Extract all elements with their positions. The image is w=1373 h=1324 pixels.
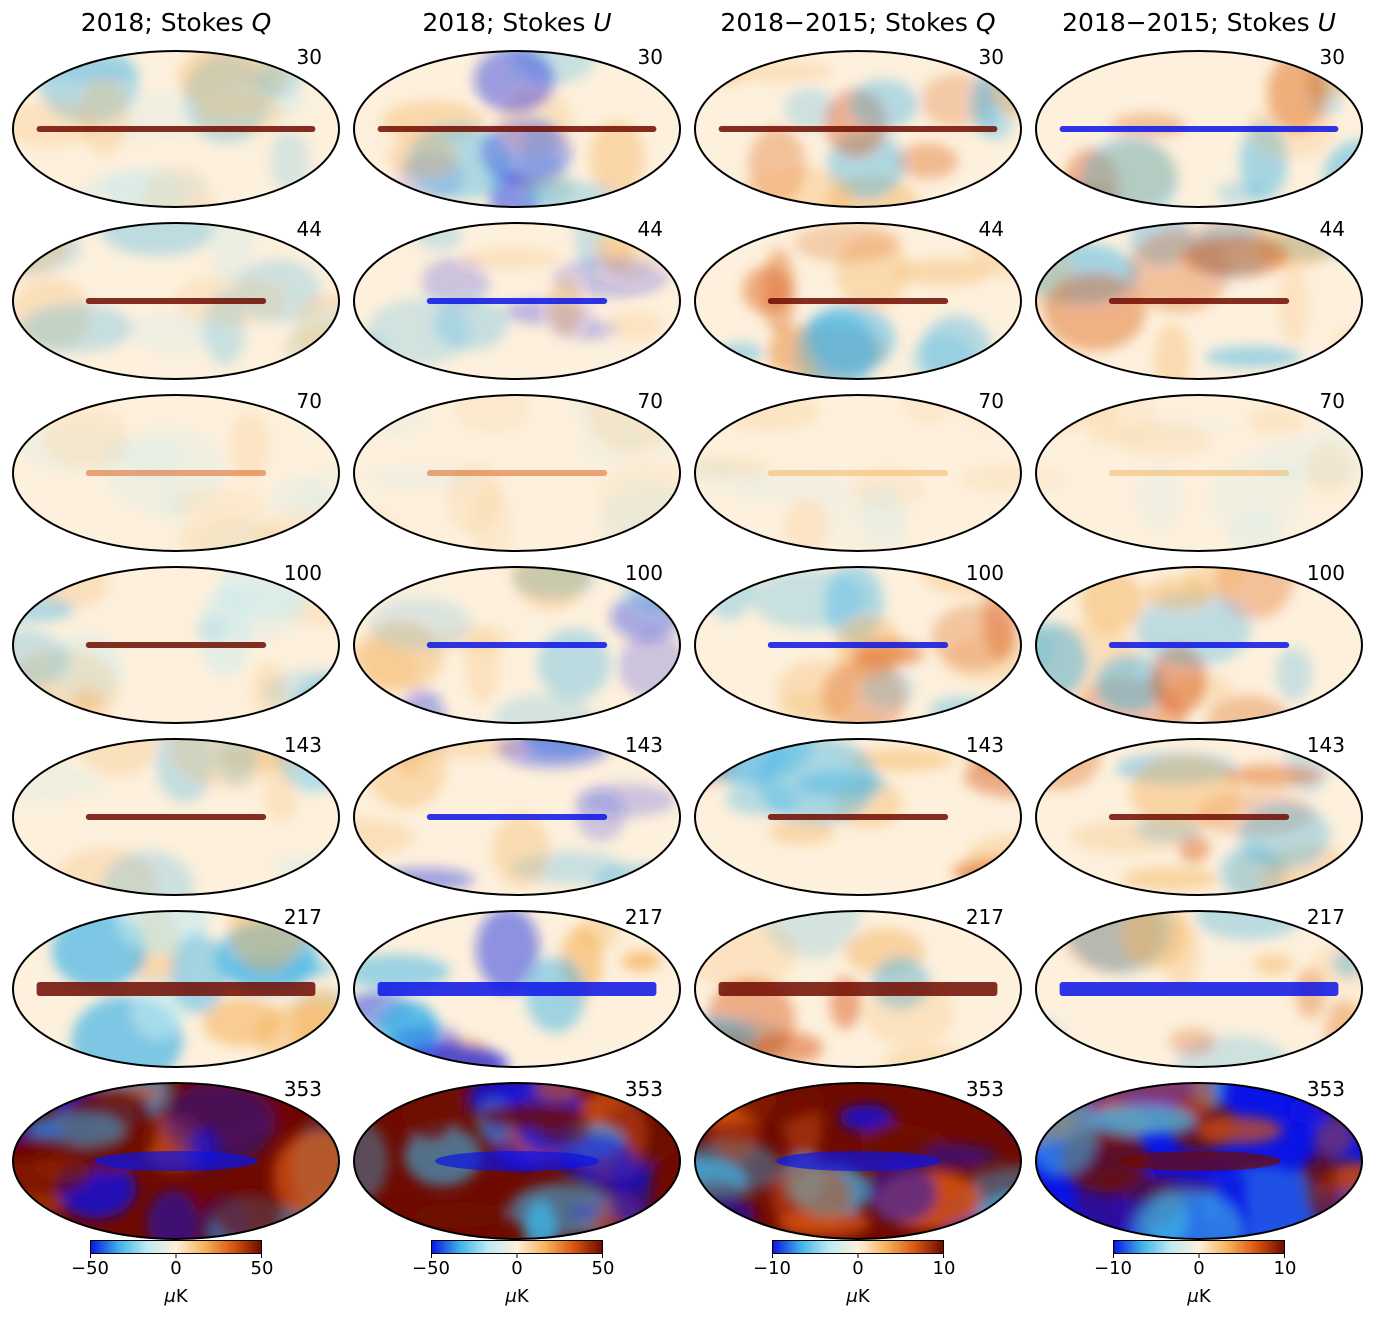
frequency-label: 30 [637, 45, 663, 69]
column-title-2: 2018; Stokes U [347, 8, 687, 37]
sky-map [353, 50, 681, 208]
title-variable: Q [975, 8, 996, 37]
colorbar-unit: μK [846, 1286, 870, 1307]
sky-map [694, 738, 1022, 896]
frequency-label: 100 [965, 561, 1004, 585]
frequency-label: 217 [965, 905, 1004, 929]
frequency-label: 70 [1319, 389, 1345, 413]
sky-map [12, 738, 340, 896]
colorbar [1113, 1240, 1285, 1258]
frequency-label: 70 [296, 389, 322, 413]
sky-map [1035, 910, 1363, 1068]
colorbar-max-label: 50 [250, 1258, 274, 1279]
frequency-label: 143 [624, 733, 663, 757]
colorbar-min-label: −10 [753, 1258, 791, 1279]
colorbar-max-label: 50 [591, 1258, 615, 1279]
sky-map [1035, 738, 1363, 896]
title-prefix: 2018−2015; Stokes [720, 8, 976, 37]
colorbar-unit: μK [1187, 1286, 1211, 1307]
sky-map [12, 222, 340, 380]
sky-map [694, 50, 1022, 208]
colorbar-mid-label: 0 [511, 1258, 523, 1279]
frequency-label: 100 [624, 561, 663, 585]
sky-map [694, 222, 1022, 380]
title-prefix: 2018; Stokes [422, 8, 594, 37]
frequency-label: 353 [965, 1077, 1004, 1101]
colorbar [90, 1240, 262, 1258]
colorbar [772, 1240, 944, 1258]
colorbar [431, 1240, 603, 1258]
frequency-label: 353 [1306, 1077, 1345, 1101]
frequency-label: 143 [965, 733, 1004, 757]
frequency-label: 44 [296, 217, 322, 241]
sky-map [1035, 566, 1363, 724]
frequency-label: 30 [978, 45, 1004, 69]
frequency-label: 143 [283, 733, 322, 757]
title-prefix: 2018; Stokes [80, 8, 252, 37]
sky-map [1035, 1082, 1363, 1240]
sky-map [12, 1082, 340, 1240]
frequency-label: 44 [1319, 217, 1345, 241]
colorbar-unit: μK [164, 1286, 188, 1307]
frequency-label: 44 [978, 217, 1004, 241]
sky-map [694, 394, 1022, 552]
frequency-label: 353 [624, 1077, 663, 1101]
sky-map [353, 222, 681, 380]
colorbar-min-label: −10 [1094, 1258, 1132, 1279]
frequency-label: 30 [296, 45, 322, 69]
frequency-label: 70 [637, 389, 663, 413]
title-variable: U [593, 8, 612, 37]
frequency-label: 353 [283, 1077, 322, 1101]
frequency-label: 143 [1306, 733, 1345, 757]
column-title-4: 2018−2015; Stokes U [1029, 8, 1369, 37]
colorbar-mid-label: 0 [852, 1258, 864, 1279]
sky-map [694, 566, 1022, 724]
frequency-label: 30 [1319, 45, 1345, 69]
sky-map [12, 910, 340, 1068]
sky-map [353, 1082, 681, 1240]
colorbar-min-label: −50 [412, 1258, 450, 1279]
column-title-3: 2018−2015; Stokes Q [688, 8, 1028, 37]
colorbar-mid-label: 0 [170, 1258, 182, 1279]
frequency-label: 217 [283, 905, 322, 929]
title-variable: U [1317, 8, 1336, 37]
frequency-label: 217 [1306, 905, 1345, 929]
frequency-label: 100 [1306, 561, 1345, 585]
sky-map [12, 394, 340, 552]
colorbar-max-label: 10 [932, 1258, 956, 1279]
frequency-label: 70 [978, 389, 1004, 413]
frequency-label: 44 [637, 217, 663, 241]
title-variable: Q [251, 8, 272, 37]
colorbar-unit: μK [505, 1286, 529, 1307]
sky-map [353, 910, 681, 1068]
sky-map [353, 566, 681, 724]
colorbar-mid-label: 0 [1193, 1258, 1205, 1279]
colorbar-min-label: −50 [71, 1258, 109, 1279]
frequency-label: 100 [283, 561, 322, 585]
colorbar-max-label: 10 [1273, 1258, 1297, 1279]
sky-map [1035, 222, 1363, 380]
sky-map [12, 566, 340, 724]
title-prefix: 2018−2015; Stokes [1062, 8, 1318, 37]
frequency-label: 217 [624, 905, 663, 929]
sky-map [694, 1082, 1022, 1240]
sky-map [353, 738, 681, 896]
sky-map [12, 50, 340, 208]
column-title-1: 2018; Stokes Q [6, 8, 346, 37]
sky-map [1035, 394, 1363, 552]
sky-map [694, 910, 1022, 1068]
sky-map [353, 394, 681, 552]
sky-map [1035, 50, 1363, 208]
